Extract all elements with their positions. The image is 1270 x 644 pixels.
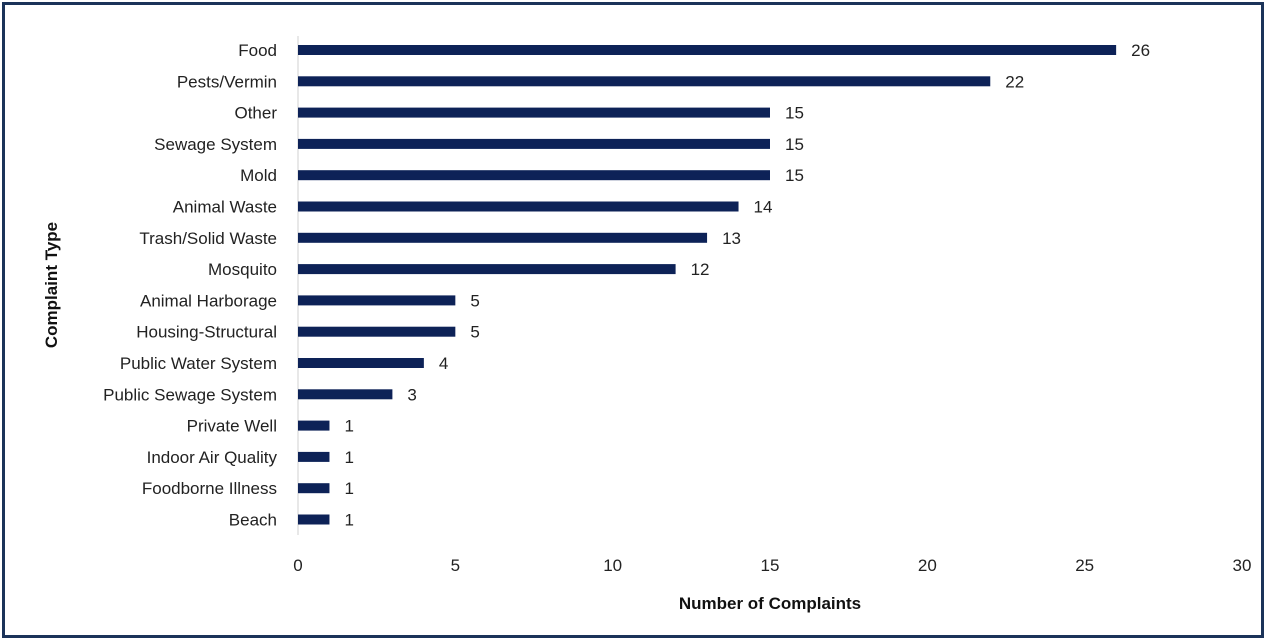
x-tick-labels-group: 0 5 10 15 20 25 30 [293,556,1251,575]
x-tick-label: 30 [1233,556,1252,575]
category-label: Pests/Vermin [177,72,277,91]
bar [298,514,330,525]
bar [298,45,1117,55]
category-label: Food [238,41,277,60]
y-axis-title: Complaint Type [42,222,61,348]
x-tick-label: 5 [451,556,460,575]
x-axis-title: Number of Complaints [679,594,861,613]
bar [298,232,708,243]
category-label: Sewage System [154,135,277,154]
category-label: Animal Waste [173,198,277,217]
data-label: 15 [785,104,804,123]
data-label: 1 [344,511,353,530]
category-label: Housing-Structural [136,323,277,342]
category-label: Foodborne Illness [142,479,277,498]
bar [298,201,739,212]
category-label: Indoor Air Quality [147,448,278,467]
category-label: Private Well [187,417,277,436]
category-label: Public Water System [120,354,277,373]
data-label: 13 [722,229,741,248]
data-label: 4 [439,354,448,373]
data-label: 1 [344,448,353,467]
data-label: 15 [785,166,804,185]
x-tick-label: 0 [293,556,302,575]
category-label: Trash/Solid Waste [139,229,277,248]
data-label: 1 [344,417,353,436]
category-label: Mosquito [208,260,277,279]
x-tick-label: 20 [918,556,937,575]
bar [298,389,393,400]
category-label: Animal Harborage [140,291,277,310]
bar [298,107,770,118]
bar [298,295,456,306]
bar [298,420,330,431]
x-tick-label: 25 [1075,556,1094,575]
data-label: 14 [754,198,773,217]
bar [298,138,770,149]
category-label: Beach [229,511,277,530]
value-labels-group: 26 22 15 15 15 14 13 12 5 5 4 3 1 1 1 1 [344,41,1150,530]
data-label: 1 [344,479,353,498]
x-tick-label: 15 [761,556,780,575]
bar [298,451,330,462]
data-label: 15 [785,135,804,154]
category-label: Other [234,104,277,123]
bar [298,264,676,275]
x-tick-label: 10 [603,556,622,575]
data-label: 5 [470,291,479,310]
data-label: 22 [1005,72,1024,91]
bars-group [298,45,1117,525]
bar [298,76,991,87]
bar [298,483,330,494]
data-label: 26 [1131,41,1150,60]
data-label: 5 [470,323,479,342]
category-labels-group: Food Pests/Vermin Other Sewage System Mold An… [103,41,277,530]
category-label: Public Sewage System [103,385,277,404]
bar [298,170,770,181]
data-label: 12 [691,260,710,279]
category-label: Mold [240,166,277,185]
bar [298,326,456,337]
data-label: 3 [407,385,416,404]
bar [298,358,424,368]
